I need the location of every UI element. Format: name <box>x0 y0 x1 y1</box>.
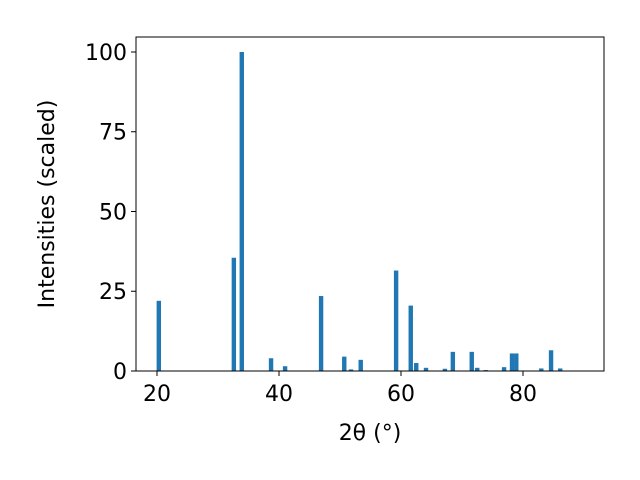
y-tick-label: 75 <box>99 121 127 146</box>
bar <box>509 353 515 371</box>
bar <box>342 356 347 371</box>
x-tick-label: 60 <box>387 382 415 407</box>
bar <box>450 351 456 371</box>
x-tick-label: 40 <box>265 382 293 407</box>
bar <box>348 369 354 371</box>
plot-frame <box>135 36 605 372</box>
bar <box>501 367 507 371</box>
y-axis-label: Intensities (scaled) <box>35 100 60 309</box>
bar <box>408 305 413 371</box>
bar <box>268 358 274 371</box>
bar <box>231 257 237 371</box>
x-tick-label: 20 <box>143 382 171 407</box>
bar <box>475 367 480 371</box>
bar <box>469 351 474 371</box>
bar <box>414 363 419 371</box>
y-tick-label: 0 <box>113 360 127 385</box>
bar <box>282 366 288 371</box>
bar <box>423 367 429 371</box>
bar <box>393 270 399 371</box>
bar <box>442 368 448 371</box>
bar <box>558 368 563 371</box>
bar <box>514 353 519 371</box>
bar <box>318 296 324 371</box>
x-tick-label: 80 <box>509 382 537 407</box>
bar <box>539 368 544 371</box>
y-tick-label: 100 <box>85 41 127 66</box>
bar <box>156 300 162 371</box>
x-axis-label: 2θ (°) <box>339 421 402 446</box>
bar <box>239 51 244 371</box>
bar <box>548 350 554 371</box>
bar <box>358 359 363 371</box>
y-tick-label: 50 <box>99 200 127 225</box>
y-tick-label: 25 <box>99 280 127 305</box>
